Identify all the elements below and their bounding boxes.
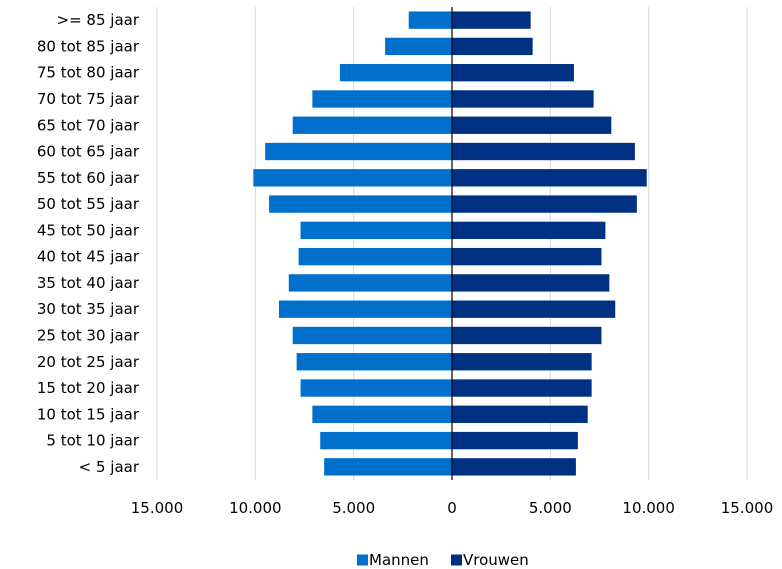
category-label-30-tot-35-jaar: 30 tot 35 jaar bbox=[37, 300, 140, 318]
bar-vrouwen-75-tot-80-jaar bbox=[452, 64, 574, 82]
legend-swatch-mannen bbox=[357, 554, 368, 566]
category-label-40-tot-45-jaar: 40 tot 45 jaar bbox=[37, 248, 140, 266]
category-label-60-tot-65-jaar: 60 tot 65 jaar bbox=[37, 143, 140, 161]
category-label-50-tot-55-jaar: 50 tot 55 jaar bbox=[37, 195, 140, 213]
x-tick-label-2: 5.000 bbox=[332, 499, 375, 517]
bar-vrouwen-gte-85-jaar bbox=[452, 11, 531, 29]
bar-mannen-gte-85-jaar bbox=[408, 11, 452, 29]
bar-mannen-25-tot-30-jaar bbox=[292, 326, 452, 345]
bar-vrouwen-70-tot-75-jaar bbox=[452, 90, 594, 108]
bar-vrouwen-55-tot-60-jaar bbox=[452, 169, 647, 187]
bar-vrouwen-15-tot-20-jaar bbox=[452, 379, 592, 397]
legend-label-vrouwen: Vrouwen bbox=[463, 551, 529, 569]
bar-mannen-35-tot-40-jaar bbox=[288, 274, 452, 292]
category-label-25-tot-30-jaar: 25 tot 30 jaar bbox=[37, 326, 140, 344]
bar-mannen-40-tot-45-jaar bbox=[298, 247, 452, 266]
bar-mannen-10-tot-15-jaar bbox=[312, 405, 452, 423]
bar-mannen-30-tot-35-jaar bbox=[278, 300, 452, 318]
bar-vrouwen-65-tot-70-jaar bbox=[452, 116, 612, 134]
category-label-gte-85-jaar: >= 85 jaar bbox=[57, 11, 140, 29]
category-label-45-tot-50-jaar: 45 tot 50 jaar bbox=[37, 221, 140, 239]
bar-vrouwen-20-tot-25-jaar bbox=[452, 353, 592, 371]
series-vrouwen-bars bbox=[452, 11, 647, 476]
bar-vrouwen-5-tot-10-jaar bbox=[452, 431, 578, 450]
bar-mannen-80-tot-85-jaar bbox=[385, 37, 452, 56]
legend: Mannen Vrouwen bbox=[357, 551, 529, 569]
bar-vrouwen-lt-5-jaar bbox=[452, 458, 576, 476]
bar-mannen-45-tot-50-jaar bbox=[300, 221, 452, 240]
bar-vrouwen-30-tot-35-jaar bbox=[452, 300, 616, 318]
category-label-55-tot-60-jaar: 55 tot 60 jaar bbox=[37, 169, 140, 187]
legend-label-mannen: Mannen bbox=[369, 551, 429, 569]
category-labels: >= 85 jaar 80 tot 85 jaar 75 tot 80 jaar 70… bbox=[37, 11, 140, 476]
legend-swatch-vrouwen bbox=[451, 554, 462, 566]
category-label-65-tot-70-jaar: 65 tot 70 jaar bbox=[37, 116, 140, 134]
x-tick-labels: 15.000 10.000 5.000 0 5.000 10.000 15.000 bbox=[131, 499, 774, 517]
bar-mannen-20-tot-25-jaar bbox=[296, 353, 452, 371]
bar-mannen-70-tot-75-jaar bbox=[312, 90, 452, 108]
bar-mannen-lt-5-jaar bbox=[324, 458, 452, 476]
bar-mannen-60-tot-65-jaar bbox=[265, 142, 452, 161]
bar-vrouwen-80-tot-85-jaar bbox=[452, 37, 533, 56]
category-label-35-tot-40-jaar: 35 tot 40 jaar bbox=[37, 274, 140, 292]
bar-mannen-55-tot-60-jaar bbox=[253, 169, 452, 187]
x-tick-label-4: 5.000 bbox=[529, 499, 572, 517]
category-label-5-tot-10-jaar: 5 tot 10 jaar bbox=[46, 432, 139, 450]
category-label-15-tot-20-jaar: 15 tot 20 jaar bbox=[37, 379, 140, 397]
x-tick-label-6: 15.000 bbox=[721, 499, 774, 517]
x-tick-label-0: 15.000 bbox=[131, 499, 184, 517]
category-label-20-tot-25-jaar: 20 tot 25 jaar bbox=[37, 353, 140, 371]
bar-mannen-65-tot-70-jaar bbox=[292, 116, 452, 134]
bar-vrouwen-10-tot-15-jaar bbox=[452, 405, 588, 423]
category-label-80-tot-85-jaar: 80 tot 85 jaar bbox=[37, 37, 140, 55]
gridlines bbox=[156, 7, 748, 480]
bar-vrouwen-60-tot-65-jaar bbox=[452, 142, 635, 161]
bar-mannen-75-tot-80-jaar bbox=[339, 64, 452, 82]
bar-vrouwen-50-tot-55-jaar bbox=[452, 195, 637, 213]
bar-mannen-5-tot-10-jaar bbox=[320, 431, 452, 450]
x-tick-label-1: 10.000 bbox=[229, 499, 282, 517]
series-mannen-bars bbox=[253, 11, 452, 476]
x-tick-label-5: 10.000 bbox=[622, 499, 675, 517]
bar-vrouwen-40-tot-45-jaar bbox=[452, 247, 602, 266]
category-label-75-tot-80-jaar: 75 tot 80 jaar bbox=[37, 64, 140, 82]
bar-vrouwen-45-tot-50-jaar bbox=[452, 221, 606, 240]
category-label-10-tot-15-jaar: 10 tot 15 jaar bbox=[37, 405, 140, 423]
bar-vrouwen-35-tot-40-jaar bbox=[452, 274, 610, 292]
bar-vrouwen-25-tot-30-jaar bbox=[452, 326, 602, 345]
x-tick-label-3: 0 bbox=[447, 499, 457, 517]
category-label-70-tot-75-jaar: 70 tot 75 jaar bbox=[37, 90, 140, 108]
bar-mannen-15-tot-20-jaar bbox=[300, 379, 452, 397]
category-label-lt-5-jaar: < 5 jaar bbox=[79, 458, 140, 476]
bar-mannen-50-tot-55-jaar bbox=[269, 195, 452, 213]
